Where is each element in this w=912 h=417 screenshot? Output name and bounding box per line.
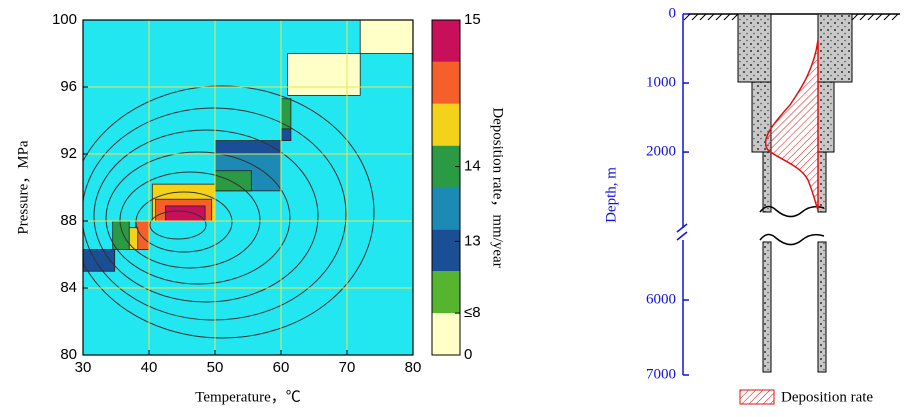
colorbar-tick-label: ≤8 xyxy=(464,304,481,321)
y-tick-label: 88 xyxy=(60,212,77,229)
x-axis-label: Temperature，℃ xyxy=(195,389,301,405)
colorbar-segment xyxy=(432,61,460,104)
colorbar-segment xyxy=(432,20,460,62)
legend-label: Deposition rate xyxy=(781,389,873,405)
heatmap-panel xyxy=(82,19,414,355)
y-tick-label: 84 xyxy=(60,279,77,296)
cell xyxy=(214,170,252,192)
y-tick-label: 92 xyxy=(60,145,77,162)
x-tick-label: 80 xyxy=(405,359,422,376)
colorbar-segment xyxy=(432,187,460,230)
y-tick-label: 6000 xyxy=(646,291,676,307)
cell xyxy=(359,19,414,54)
cell xyxy=(112,220,130,250)
y-axis-label: Depth, m xyxy=(603,167,619,223)
x-tick-label: 50 xyxy=(207,359,224,376)
x-tick-label: 30 xyxy=(75,359,92,376)
y-tick-label: 100 xyxy=(52,11,77,28)
y-tick-label: 7000 xyxy=(646,366,676,382)
cell xyxy=(287,53,361,96)
y-tick-label: 96 xyxy=(60,78,77,95)
y-tick-label: 1000 xyxy=(646,74,676,90)
colorbar-segment xyxy=(432,313,460,355)
colorbar-tick-label: 14 xyxy=(464,158,481,175)
x-tick-label: 40 xyxy=(141,359,158,376)
well-panel: 0 1000 2000 6000 7000 Depth, m Deposition rate xyxy=(603,5,900,405)
colorbar-frame xyxy=(431,19,461,356)
y-tick-label: 80 xyxy=(60,346,77,363)
y-tick-label: 0 xyxy=(669,5,677,21)
colorbar-tick-label: 0 xyxy=(464,346,472,363)
cell xyxy=(128,227,139,250)
colorbar-tick-label: 13 xyxy=(464,232,481,249)
colorbar-segment xyxy=(432,271,460,314)
x-tick-label: 60 xyxy=(273,359,290,376)
cell xyxy=(214,140,282,155)
plot-frame xyxy=(82,19,414,356)
colorbar-segment xyxy=(432,229,460,272)
y-axis-label: Pressure，MPa xyxy=(15,140,31,235)
colorbar-label: Deposition rate，mm/year xyxy=(490,107,506,267)
contours xyxy=(83,85,375,339)
colorbar-segment xyxy=(432,103,460,146)
y-tick-label: 2000 xyxy=(646,144,676,160)
cell xyxy=(165,205,206,222)
colorbar-tick-label: 15 xyxy=(464,11,481,28)
cell xyxy=(280,128,292,142)
cell xyxy=(280,98,292,130)
x-tick-label: 70 xyxy=(339,359,356,376)
